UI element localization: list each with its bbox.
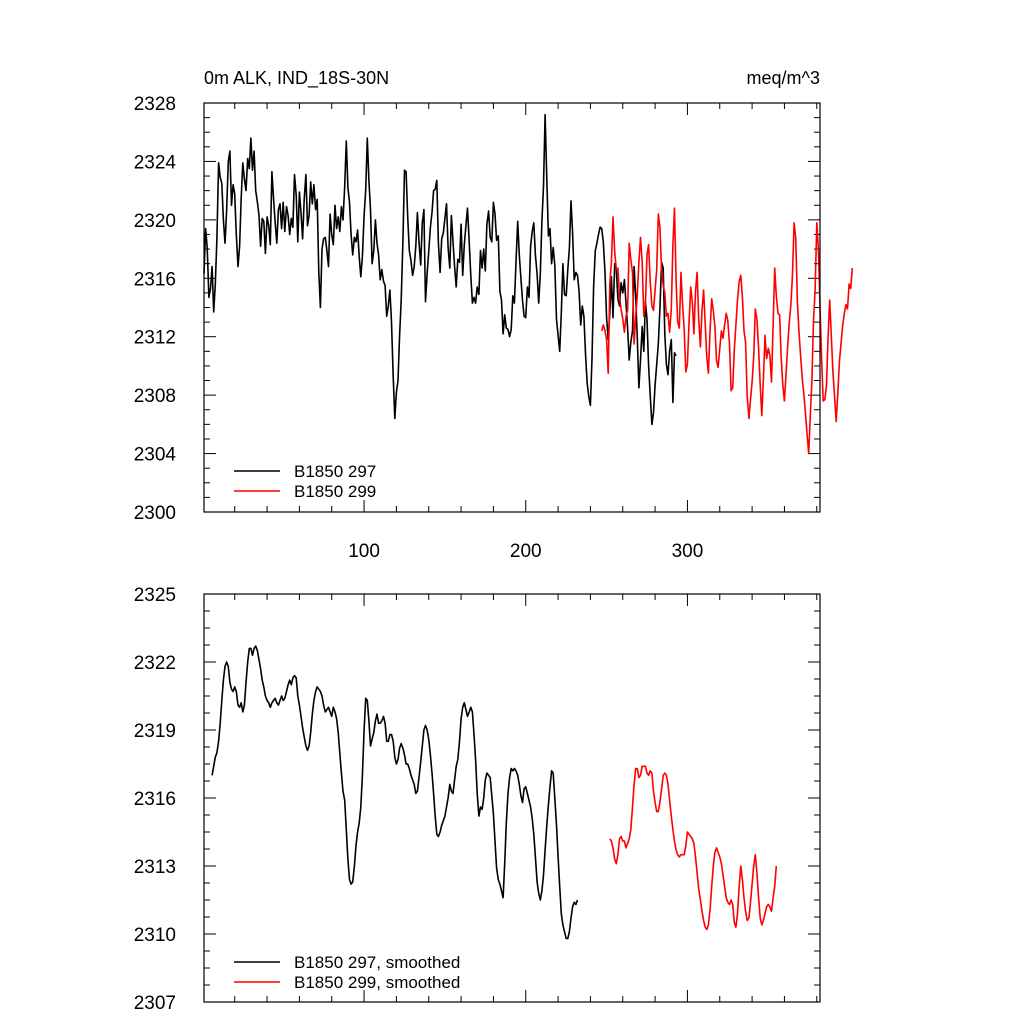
bottom-plot-frame xyxy=(203,593,821,1003)
bottom-ytick-label: 2310 xyxy=(134,925,176,946)
bottom-ytick-label: 2307 xyxy=(134,993,176,1014)
bottom-legend: B1850 297, smoothed B1850 299, smoothed xyxy=(234,953,460,992)
series-line-b1850-297 xyxy=(203,113,677,426)
top-xtick-label: 100 xyxy=(348,541,380,562)
bottom-ytick-label: 2325 xyxy=(134,585,176,606)
top-ytick-label: 2320 xyxy=(134,211,176,232)
bottom-ytick-label: 2322 xyxy=(134,653,176,674)
bottom-ytick-label: 2319 xyxy=(134,721,176,742)
top-series xyxy=(203,113,854,455)
top-ticks: 2300 2304 2308 2312 2316 2320 2324 2328 100 200 30… xyxy=(134,94,820,562)
top-units: meq/m^3 xyxy=(747,68,820,88)
top-ytick-label: 2328 xyxy=(134,94,176,115)
top-title: 0m ALK, IND_18S-30N xyxy=(204,68,389,89)
legend-label-297-smoothed: B1850 297, smoothed xyxy=(294,953,460,972)
bottom-panel: 2307 2310 2313 2316 2319 2322 2325 B1850 297, … xyxy=(134,585,821,1014)
top-xtick-label: 200 xyxy=(510,541,542,562)
top-legend: B1850 297 B1850 299 xyxy=(234,462,376,501)
series-line-b1850-297-smoothed xyxy=(211,645,579,940)
top-ytick-label: 2312 xyxy=(134,328,176,349)
legend-label-297: B1850 297 xyxy=(294,462,376,481)
top-ytick-label: 2316 xyxy=(134,269,176,290)
legend-label-299-smoothed: B1850 299, smoothed xyxy=(294,973,460,992)
top-ytick-label: 2304 xyxy=(134,445,177,466)
top-plot-frame xyxy=(203,102,821,513)
legend-label-299: B1850 299 xyxy=(294,482,376,501)
series-line-b1850-299 xyxy=(600,207,854,455)
top-panel: 0m ALK, IND_18S-30N meq/m^3 2300 2304 2308… xyxy=(134,68,854,562)
top-ytick-label: 2300 xyxy=(134,503,176,524)
bottom-series xyxy=(211,645,778,940)
top-ytick-label: 2308 xyxy=(134,386,176,407)
series-line-b1850-299-smoothed xyxy=(609,765,778,931)
bottom-ytick-label: 2313 xyxy=(134,857,176,878)
top-ytick-label: 2324 xyxy=(134,152,177,173)
top-xtick-label: 300 xyxy=(672,541,704,562)
bottom-ytick-label: 2316 xyxy=(134,789,176,810)
